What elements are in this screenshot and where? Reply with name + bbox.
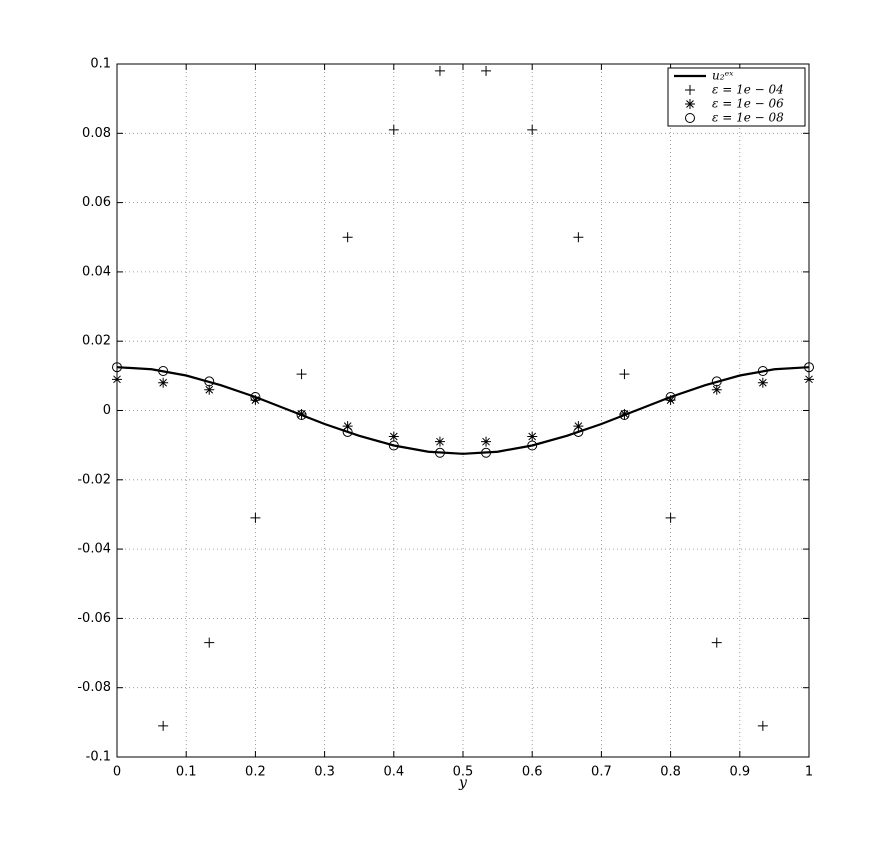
star-marker <box>158 377 169 388</box>
circle-marker <box>481 447 492 458</box>
y-tick-label: -0.1 <box>86 750 111 765</box>
circle-marker <box>573 426 584 437</box>
x-tick-label: 0.4 <box>383 765 404 780</box>
x-tick-label: 0.7 <box>591 765 612 780</box>
star-marker <box>619 408 630 419</box>
x-tick-label: 0 <box>113 765 121 780</box>
y-tick-label: 0.08 <box>82 126 111 141</box>
plus-marker <box>296 369 307 380</box>
y-tick-label: -0.02 <box>77 472 111 487</box>
plus-marker <box>685 85 695 95</box>
x-tick-label: 0.1 <box>176 765 197 780</box>
star-marker <box>685 99 695 109</box>
y-tick-label: 0.1 <box>90 57 111 72</box>
legend-label: u₂ᵉˣ <box>712 69 734 83</box>
y-tick-label: 0.02 <box>82 334 111 349</box>
x-tick-label: 0.9 <box>729 765 750 780</box>
plus-marker <box>342 232 353 243</box>
plus-marker <box>158 720 169 731</box>
y-tick-label: 0.04 <box>82 264 111 279</box>
star-marker <box>388 431 399 442</box>
legend-label: ε = 1e − 06 <box>712 97 784 111</box>
circle-marker <box>342 426 353 437</box>
plus-marker <box>527 124 538 135</box>
legend-box <box>667 67 806 127</box>
star-marker <box>804 374 814 385</box>
circle-marker <box>685 113 695 123</box>
star-marker <box>296 408 307 419</box>
circle-marker <box>711 376 722 387</box>
circle-marker <box>250 391 261 402</box>
star-marker <box>342 421 353 432</box>
star-marker <box>573 421 584 432</box>
circle-marker <box>158 365 169 376</box>
circle-marker <box>434 447 445 458</box>
star-marker <box>112 374 122 385</box>
y-tick-label: 0 <box>103 403 111 418</box>
legend-label: ε = 1e − 04 <box>712 83 784 97</box>
line <box>116 366 810 455</box>
plus-marker <box>757 720 768 731</box>
plus-marker <box>481 65 492 76</box>
star-marker <box>204 384 215 395</box>
x-axis-label: y <box>458 775 468 791</box>
star-marker <box>434 436 445 447</box>
star-marker <box>711 384 722 395</box>
circle-marker <box>527 440 538 451</box>
y-tick-label: -0.06 <box>77 611 111 626</box>
x-tick-label: 0.2 <box>245 765 266 780</box>
plus-marker <box>573 232 584 243</box>
circle-marker <box>296 410 307 421</box>
star-marker <box>481 436 492 447</box>
legend-label: ε = 1e − 08 <box>712 111 784 125</box>
x-tick-label: 0.8 <box>660 765 681 780</box>
y-tick-label: 0.06 <box>82 195 111 210</box>
plus-marker <box>665 512 676 523</box>
circle-marker <box>665 391 676 402</box>
x-tick-label: 0.5 <box>453 765 474 780</box>
circle-marker <box>804 362 814 373</box>
star-marker <box>527 431 538 442</box>
plus-marker <box>434 65 445 76</box>
x-tick-label: 0.6 <box>522 765 543 780</box>
circle-marker <box>619 410 630 421</box>
plus-marker <box>388 124 399 135</box>
circle-marker <box>112 362 122 373</box>
circle-marker <box>388 440 399 451</box>
circle-marker <box>204 376 215 387</box>
circle-marker <box>757 365 768 376</box>
x-tick-label: 1 <box>805 765 813 780</box>
y-tick-label: -0.04 <box>77 542 111 557</box>
plus-marker <box>204 637 215 648</box>
plus-marker <box>250 512 261 523</box>
star-marker <box>665 395 676 406</box>
star-marker <box>250 395 261 406</box>
plus-marker <box>619 369 630 380</box>
plot-frame <box>116 63 810 758</box>
star-marker <box>757 377 768 388</box>
plus-marker <box>711 637 722 648</box>
x-tick-label: 0.3 <box>314 765 335 780</box>
y-tick-label: -0.08 <box>77 680 111 695</box>
